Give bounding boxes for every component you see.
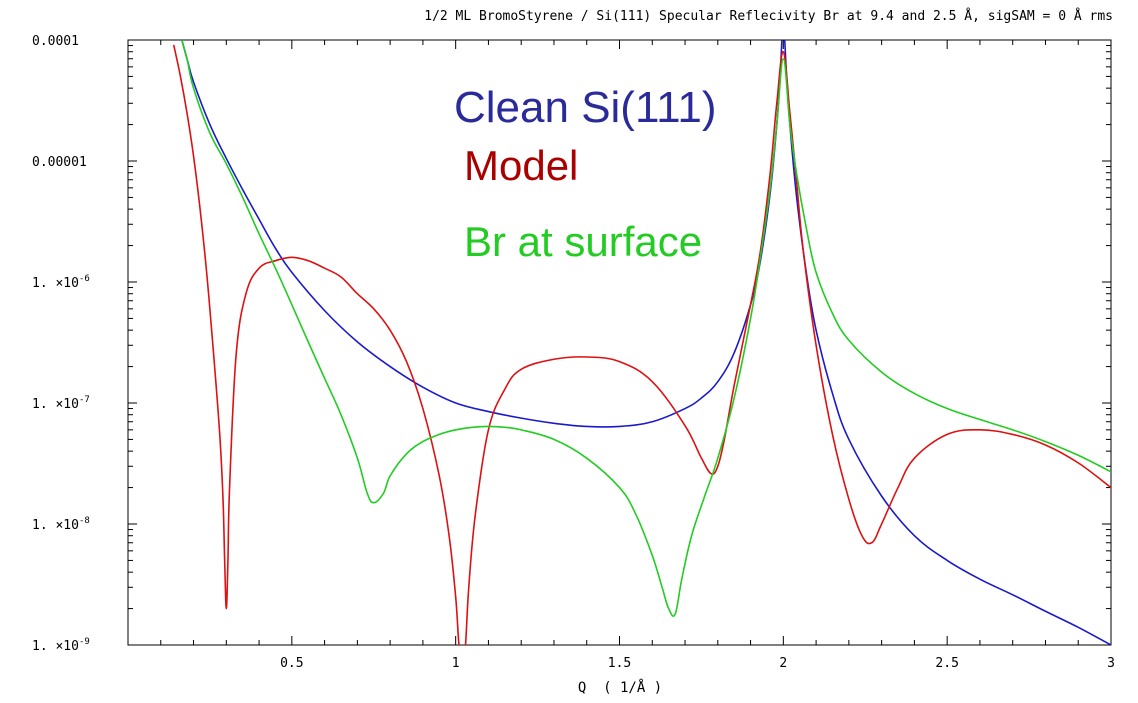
y-tick-exponent: -6 [79, 274, 90, 284]
legend-item-clean-si: Clean Si(111) [454, 83, 717, 132]
x-tick-label: 0.5 [280, 656, 303, 671]
y-tick-exponent: -8 [79, 516, 90, 526]
series-line-model [173, 44, 1111, 645]
chart-title: 1/2 ML BromoStyrene / Si(111) Specular R… [424, 8, 1113, 24]
x-tick-label: 2 [779, 656, 787, 671]
y-tick-label: 1. ×10-9 [32, 637, 90, 654]
y-tick-exponent: -7 [79, 395, 90, 405]
series-line-br-at-surface [181, 40, 1111, 617]
legend-item-model: Model [464, 142, 578, 189]
y-tick-label: 1. ×10-7 [32, 395, 90, 412]
y-tick-label: 1. ×10-8 [32, 516, 90, 533]
x-tick-label: 2.5 [935, 656, 958, 671]
x-tick-label: 1 [452, 656, 460, 671]
x-axis-label: Q ( 1/Å ) [578, 679, 662, 696]
y-tick-label: 1. ×10-6 [32, 274, 90, 291]
legend-item-br-surface: Br at surface [464, 218, 702, 265]
legend: Clean Si(111) Model Br at surface [454, 83, 717, 265]
series-line-clean-si-111 [180, 40, 1111, 645]
x-tick-label: 3 [1107, 656, 1115, 671]
x-tick-labels: 0.5 1 1.5 2 2.5 3 [280, 656, 1115, 671]
x-tick-label: 1.5 [608, 656, 631, 671]
series-lines [173, 40, 1111, 645]
y-tick-label: 0.00001 [32, 155, 87, 170]
y-tick-labels: 0.0001 0.00001 1. ×10-6 1. ×10-7 1. ×10-8 1. … [32, 34, 90, 654]
y-tick-label: 0.0001 [32, 34, 79, 49]
axis-ticks [128, 39, 1112, 646]
y-tick-exponent: -9 [79, 637, 90, 647]
